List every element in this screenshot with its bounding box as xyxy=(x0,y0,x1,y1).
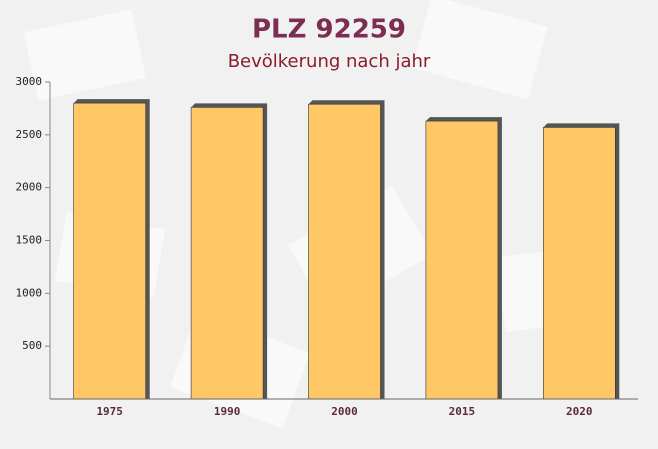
y-tick-label: 2000 xyxy=(16,181,43,194)
y-tick-label: 1500 xyxy=(16,234,43,247)
y-tick-label: 500 xyxy=(22,339,42,352)
x-tick-label: 1990 xyxy=(214,405,241,418)
x-tick-label: 1975 xyxy=(96,405,123,418)
bar xyxy=(190,107,264,400)
y-tick-label: 2500 xyxy=(16,128,43,141)
x-tick-label: 2015 xyxy=(449,405,476,418)
y-tick-label: 1000 xyxy=(16,286,43,299)
y-tick-label: 3000 xyxy=(16,75,43,88)
bar xyxy=(425,120,499,400)
bar xyxy=(542,127,616,400)
chart-subtitle: Bevölkerung nach jahr xyxy=(228,51,431,72)
x-tick-label: 2020 xyxy=(566,405,593,418)
chart-title: PLZ 92259 xyxy=(252,15,406,45)
bar xyxy=(308,103,381,400)
x-tick-label: 2000 xyxy=(331,405,358,418)
bar xyxy=(73,102,146,400)
